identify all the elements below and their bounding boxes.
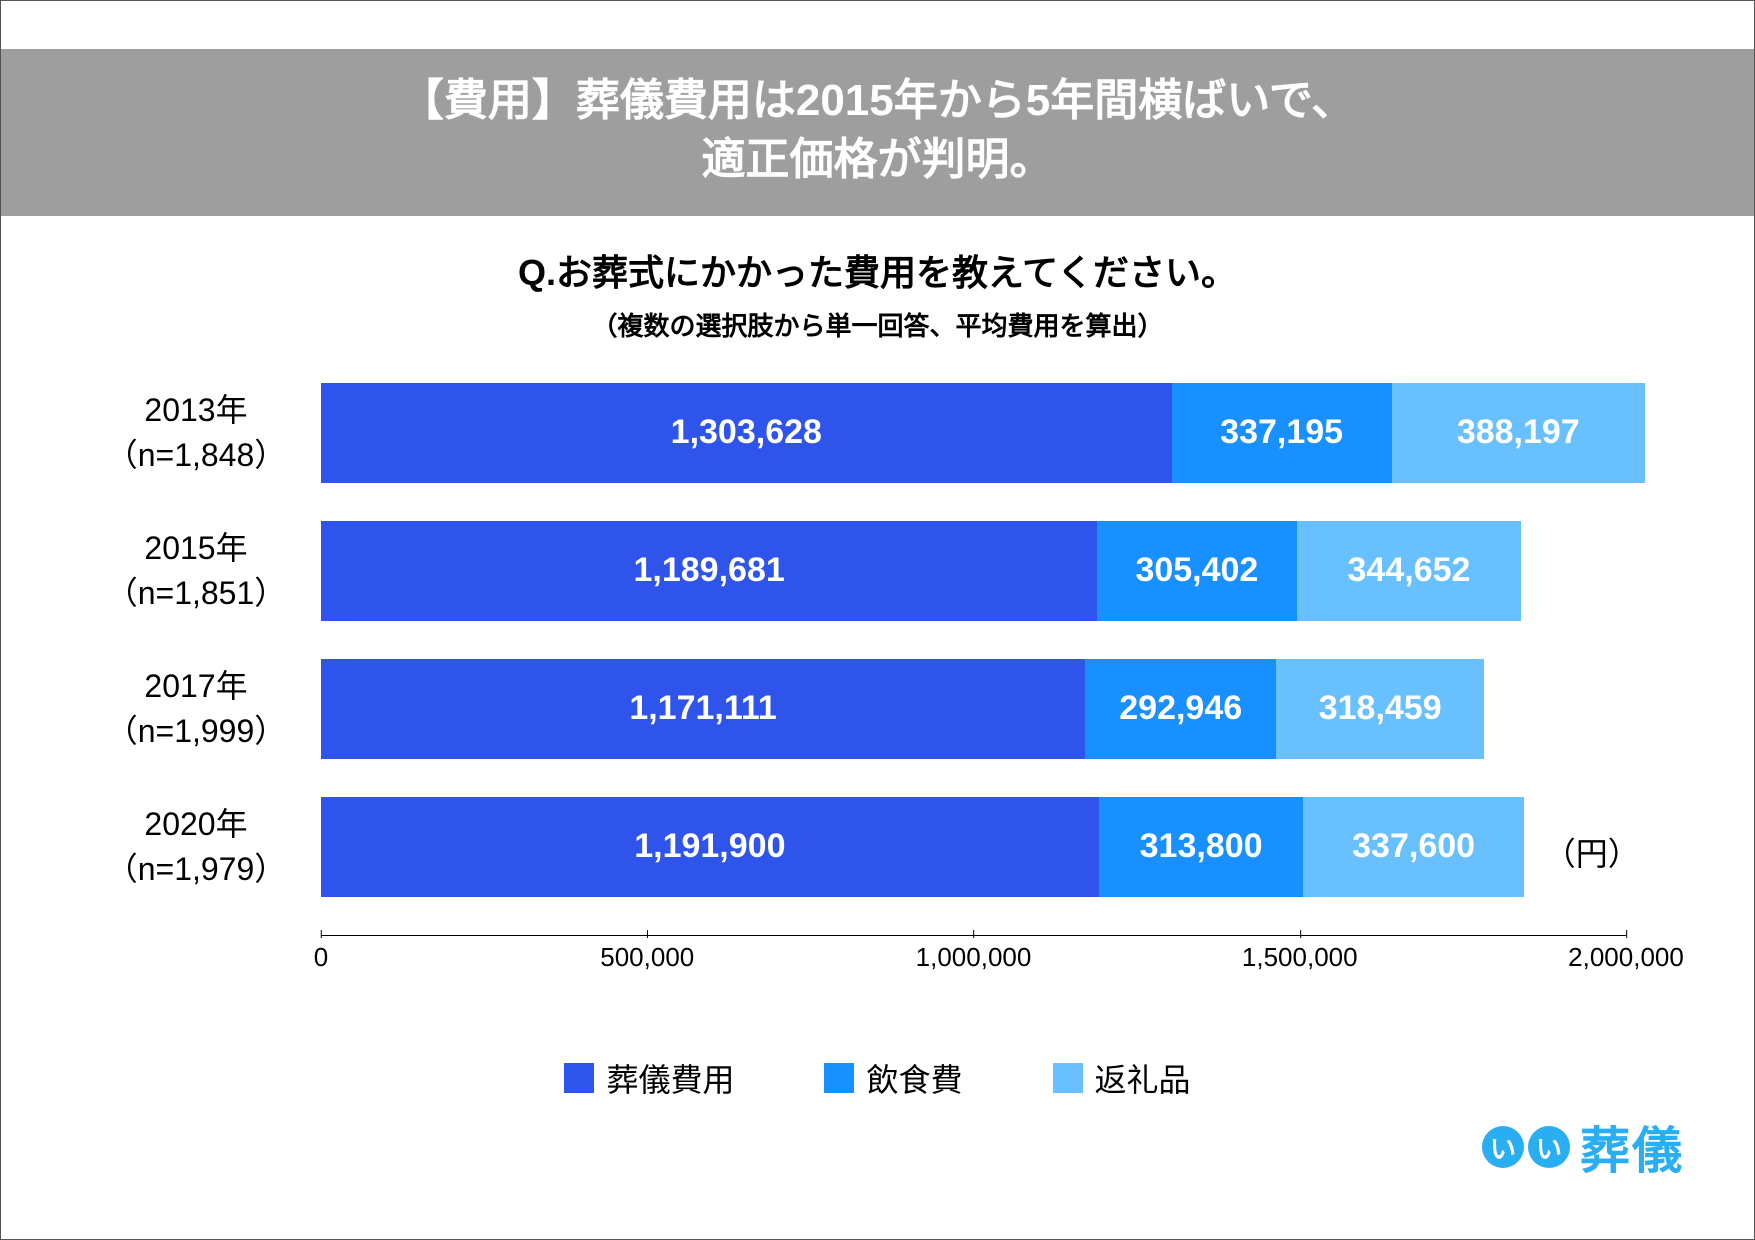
bar-segment: 1,189,681: [321, 521, 1097, 621]
bar-segment: 318,459: [1276, 659, 1484, 759]
header-line2: 適正価格が判明。: [1, 130, 1754, 189]
chart-row: 2020年（n=1,979）1,191,900313,800337,600: [81, 797, 1674, 897]
y-axis-label: 2020年（n=1,979）: [81, 802, 321, 892]
bar-segment: 1,171,111: [321, 659, 1085, 759]
bar-segment: 292,946: [1085, 659, 1276, 759]
chart-area: 2013年（n=1,848）1,303,628337,195388,197201…: [81, 383, 1674, 985]
logo-circle-1: い: [1482, 1126, 1524, 1168]
bar-segment: 305,402: [1097, 521, 1296, 621]
x-tick: 2,000,000: [1568, 942, 1684, 973]
bar-segment: 388,197: [1392, 383, 1645, 483]
chart-row: 2013年（n=1,848）1,303,628337,195388,197: [81, 383, 1674, 483]
bar-segment: 1,191,900: [321, 797, 1099, 897]
y-axis-label: 2013年（n=1,848）: [81, 388, 321, 478]
x-tick: 1,000,000: [916, 942, 1032, 973]
bar-segment: 337,600: [1303, 797, 1523, 897]
unit-label: （円）: [1544, 829, 1640, 875]
logo-text: 葬儀: [1580, 1111, 1684, 1183]
bar-segment: 337,195: [1172, 383, 1392, 483]
header-band: 【費用】葬儀費用は2015年から5年間横ばいで、 適正価格が判明。: [1, 49, 1754, 216]
legend-label: 返礼品: [1095, 1055, 1191, 1101]
x-axis: 0500,0001,000,0001,500,0002,000,000: [321, 935, 1626, 985]
stacked-bar: 1,303,628337,195388,197: [321, 383, 1674, 483]
legend-label: 飲食費: [866, 1055, 962, 1101]
chart-row: 2017年（n=1,999）1,171,111292,946318,459: [81, 659, 1674, 759]
stacked-bar: 1,189,681305,402344,652: [321, 521, 1674, 621]
logo-circles-icon: い い: [1482, 1126, 1570, 1168]
x-tick: 0: [314, 942, 328, 973]
question-sub: （複数の選択肢から単一回答、平均費用を算出）: [1, 306, 1754, 343]
bar-segment: 1,303,628: [321, 383, 1172, 483]
question-main: Q.お葬式にかかった費用を教えてください。: [1, 244, 1754, 296]
brand-logo: い い 葬儀: [1482, 1111, 1684, 1183]
header-line1: 【費用】葬儀費用は2015年から5年間横ばいで、: [1, 71, 1754, 130]
y-axis-label: 2017年（n=1,999）: [81, 664, 321, 754]
legend-label: 葬儀費用: [606, 1055, 734, 1101]
bar-segment: 313,800: [1099, 797, 1304, 897]
chart-row: 2015年（n=1,851）1,189,681305,402344,652: [81, 521, 1674, 621]
stacked-bar: 1,171,111292,946318,459: [321, 659, 1674, 759]
legend-swatch-icon: [564, 1063, 594, 1093]
legend: 葬儀費用 飲食費 返礼品: [1, 1055, 1754, 1101]
stacked-bar: 1,191,900313,800337,600: [321, 797, 1674, 897]
legend-item: 飲食費: [824, 1055, 962, 1101]
x-tick: 1,500,000: [1242, 942, 1358, 973]
legend-item: 返礼品: [1053, 1055, 1191, 1101]
logo-circle-2: い: [1528, 1126, 1570, 1168]
y-axis-label: 2015年（n=1,851）: [81, 526, 321, 616]
legend-swatch-icon: [1053, 1063, 1083, 1093]
x-tick: 500,000: [600, 942, 694, 973]
legend-item: 葬儀費用: [564, 1055, 734, 1101]
legend-swatch-icon: [824, 1063, 854, 1093]
bar-segment: 344,652: [1297, 521, 1522, 621]
